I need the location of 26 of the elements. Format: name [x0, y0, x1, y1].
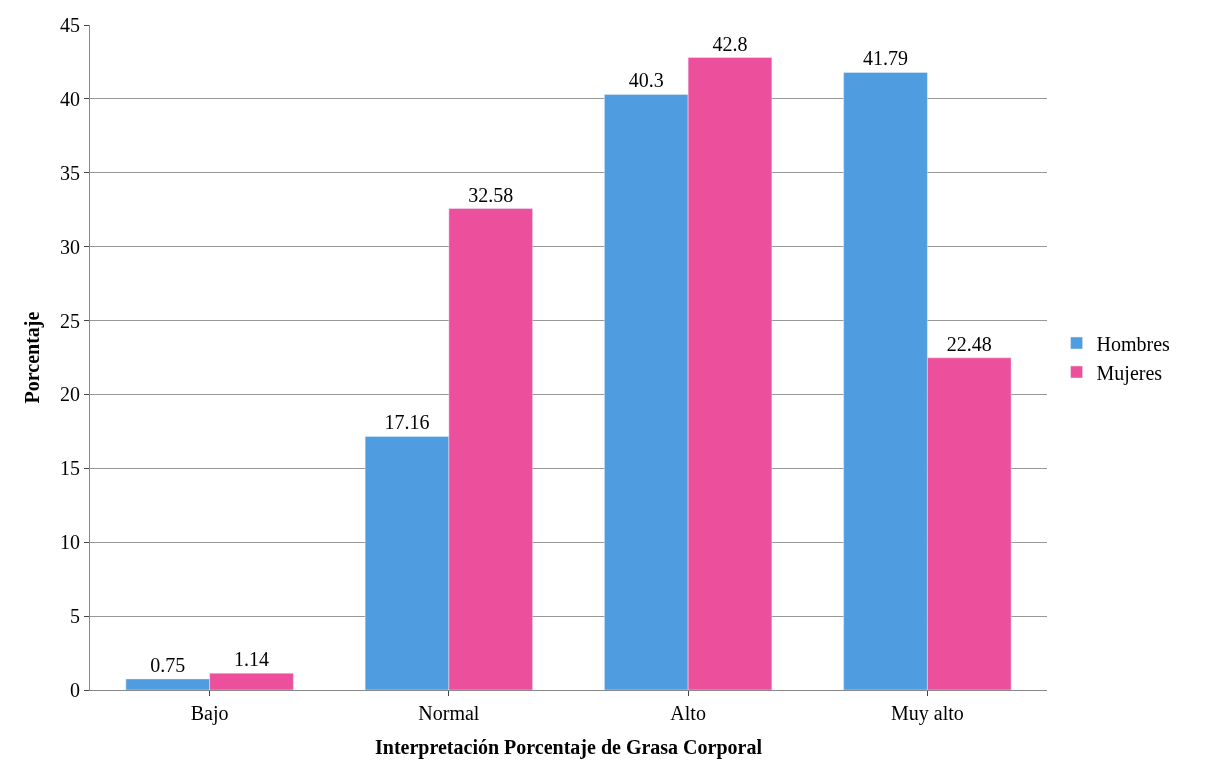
x-tick-label: Muy alto — [890, 702, 964, 725]
y-tick-label: 10 — [60, 531, 80, 554]
data-label: 0.75 — [150, 653, 186, 676]
y-axis-title: Porcentaje — [20, 311, 44, 404]
data-label: 42.8 — [712, 32, 748, 55]
y-tick-label: 30 — [60, 235, 80, 258]
x-tick-label: Normal — [418, 702, 480, 724]
y-tick-label: 15 — [60, 457, 80, 480]
data-label: 1.14 — [233, 648, 269, 671]
y-tick-label: 20 — [60, 383, 80, 406]
y-tick-label: 5 — [70, 605, 80, 628]
y-tick-label: 40 — [60, 87, 80, 110]
legend-label: Mujeres — [1096, 361, 1163, 385]
y-tick-label: 25 — [60, 309, 80, 332]
legend-label: Hombres — [1096, 332, 1171, 355]
data-label: 40.3 — [628, 69, 664, 92]
x-axis-title: Interpretación Porcentaje de Grasa Corporal — [375, 735, 763, 759]
data-label: 32.58 — [468, 183, 514, 206]
y-tick-label: 45 — [60, 14, 80, 36]
x-tick-label: Alto — [670, 702, 706, 724]
data-label: 41.79 — [863, 47, 909, 70]
data-label: 17.16 — [384, 411, 430, 434]
y-tick-label: 0 — [70, 679, 80, 701]
data-label: 22.48 — [946, 332, 992, 355]
x-tick-label: Bajo — [190, 702, 229, 725]
y-tick-label: 35 — [60, 161, 80, 184]
